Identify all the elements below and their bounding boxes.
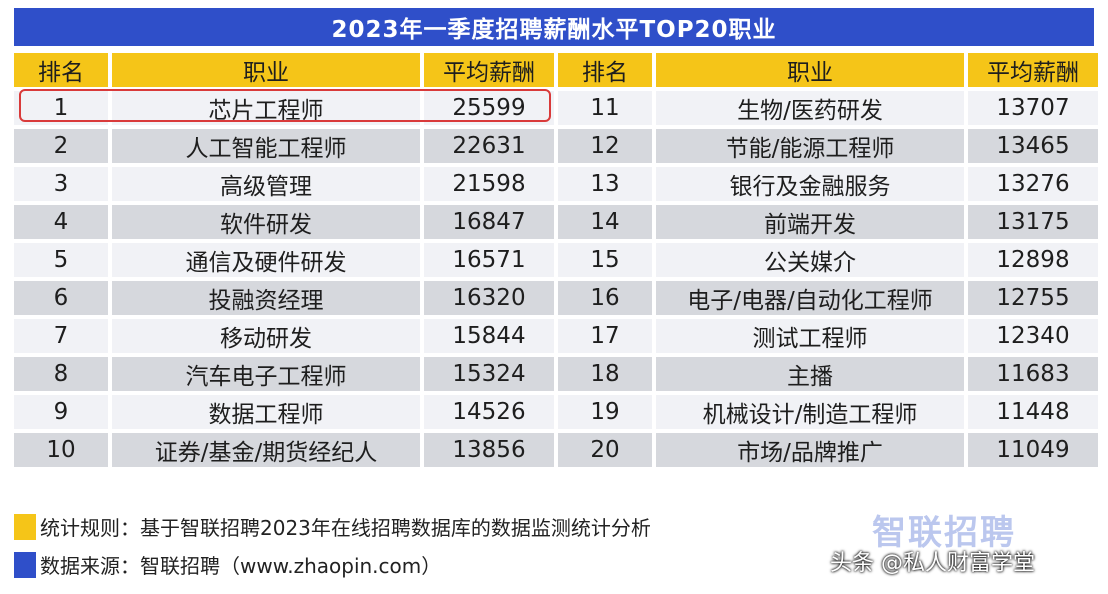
occupation-cell: 高级管理 (112, 167, 420, 201)
blue-square-icon (14, 551, 36, 578)
salary-cell: 11049 (968, 433, 1098, 467)
table-row: 4 软件研发 16847 14 前端开发 13175 (14, 205, 1098, 239)
occupation-cell: 机械设计/制造工程师 (656, 395, 964, 429)
header-salary: 平均薪酬 (424, 53, 554, 87)
footnote-source-text: 数据来源：智联招聘（www.zhaopin.com） (40, 554, 442, 578)
rank-cell: 7 (14, 319, 108, 353)
rank-cell: 10 (14, 433, 108, 467)
occupation-cell: 主播 (656, 357, 964, 391)
table-row: 5 通信及硬件研发 16571 15 公关媒介 12898 (14, 243, 1098, 277)
table-row: 6 投融资经理 16320 16 电子/电器/自动化工程师 12755 (14, 281, 1098, 315)
occupation-cell: 数据工程师 (112, 395, 420, 429)
table-row: 2 人工智能工程师 22631 12 节能/能源工程师 13465 (14, 129, 1098, 163)
occupation-cell: 市场/品牌推广 (656, 433, 964, 467)
table-title: 2023年一季度招聘薪酬水平TOP20职业 (14, 8, 1094, 46)
occupation-cell: 软件研发 (112, 205, 420, 239)
occupation-cell: 前端开发 (656, 205, 964, 239)
header-occupation: 职业 (112, 53, 420, 87)
rank-cell: 8 (14, 357, 108, 391)
salary-cell: 22631 (424, 129, 554, 163)
table-row: 10 证券/基金/期货经纪人 13856 20 市场/品牌推广 11049 (14, 433, 1098, 467)
table-row: 8 汽车电子工程师 15324 18 主播 11683 (14, 357, 1098, 391)
salary-cell: 16571 (424, 243, 554, 277)
footnote-rule: 统计规则：基于智联招聘2023年在线招聘数据库的数据监测统计分析 (14, 512, 651, 541)
salary-cell: 14526 (424, 395, 554, 429)
rank-cell: 2 (14, 129, 108, 163)
salary-cell: 15844 (424, 319, 554, 353)
salary-cell: 25599 (424, 91, 554, 125)
rank-cell: 17 (558, 319, 652, 353)
rank-cell: 3 (14, 167, 108, 201)
rank-cell: 12 (558, 129, 652, 163)
salary-cell: 11683 (968, 357, 1098, 391)
salary-cell: 13465 (968, 129, 1098, 163)
footnote-source: 数据来源：智联招聘（www.zhaopin.com） (14, 550, 441, 579)
occupation-cell: 电子/电器/自动化工程师 (656, 281, 964, 315)
salary-cell: 12340 (968, 319, 1098, 353)
rank-cell: 11 (558, 91, 652, 125)
salary-cell: 16847 (424, 205, 554, 239)
salary-cell: 21598 (424, 167, 554, 201)
table-row: 1 芯片工程师 25599 11 生物/医药研发 13707 (14, 91, 1098, 125)
yellow-square-icon (14, 513, 36, 540)
rank-cell: 13 (558, 167, 652, 201)
rank-cell: 1 (14, 91, 108, 125)
salary-cell: 12898 (968, 243, 1098, 277)
header-rank: 排名 (558, 53, 652, 87)
salary-cell: 16320 (424, 281, 554, 315)
table-row: 9 数据工程师 14526 19 机械设计/制造工程师 11448 (14, 395, 1098, 429)
occupation-cell: 测试工程师 (656, 319, 964, 353)
header-rank: 排名 (14, 53, 108, 87)
rank-cell: 9 (14, 395, 108, 429)
salary-cell: 13856 (424, 433, 554, 467)
occupation-cell: 投融资经理 (112, 281, 420, 315)
header-occupation: 职业 (656, 53, 964, 87)
top-row-highlight (19, 89, 551, 122)
rank-cell: 19 (558, 395, 652, 429)
rank-cell: 15 (558, 243, 652, 277)
occupation-cell: 生物/医药研发 (656, 91, 964, 125)
occupation-cell: 人工智能工程师 (112, 129, 420, 163)
salary-cell: 15324 (424, 357, 554, 391)
footnote-rule-text: 统计规则：基于智联招聘2023年在线招聘数据库的数据监测统计分析 (40, 516, 651, 540)
table-row: 3 高级管理 21598 13 银行及金融服务 13276 (14, 167, 1098, 201)
rank-cell: 4 (14, 205, 108, 239)
watermark: 头条 @私人财富学堂 (830, 551, 1035, 576)
salary-cell: 13175 (968, 205, 1098, 239)
rank-cell: 18 (558, 357, 652, 391)
header-row: 排名 职业 平均薪酬 排名 职业 平均薪酬 (14, 53, 1098, 87)
header-salary: 平均薪酬 (968, 53, 1098, 87)
rank-cell: 5 (14, 243, 108, 277)
rank-cell: 6 (14, 281, 108, 315)
occupation-cell: 节能/能源工程师 (656, 129, 964, 163)
occupation-cell: 公关媒介 (656, 243, 964, 277)
occupation-cell: 证券/基金/期货经纪人 (112, 433, 420, 467)
occupation-cell: 芯片工程师 (112, 91, 420, 125)
zhaopin-logo: 智联招聘 (872, 513, 1016, 553)
salary-cell: 12755 (968, 281, 1098, 315)
occupation-cell: 通信及硬件研发 (112, 243, 420, 277)
salary-cell: 13707 (968, 91, 1098, 125)
rank-cell: 14 (558, 205, 652, 239)
occupation-cell: 移动研发 (112, 319, 420, 353)
rank-cell: 16 (558, 281, 652, 315)
rank-cell: 20 (558, 433, 652, 467)
salary-cell: 11448 (968, 395, 1098, 429)
occupation-cell: 银行及金融服务 (656, 167, 964, 201)
salary-table: 排名 职业 平均薪酬 排名 职业 平均薪酬 1 芯片工程师 25599 11 生… (10, 49, 1102, 471)
table-row: 7 移动研发 15844 17 测试工程师 12340 (14, 319, 1098, 353)
occupation-cell: 汽车电子工程师 (112, 357, 420, 391)
salary-cell: 13276 (968, 167, 1098, 201)
